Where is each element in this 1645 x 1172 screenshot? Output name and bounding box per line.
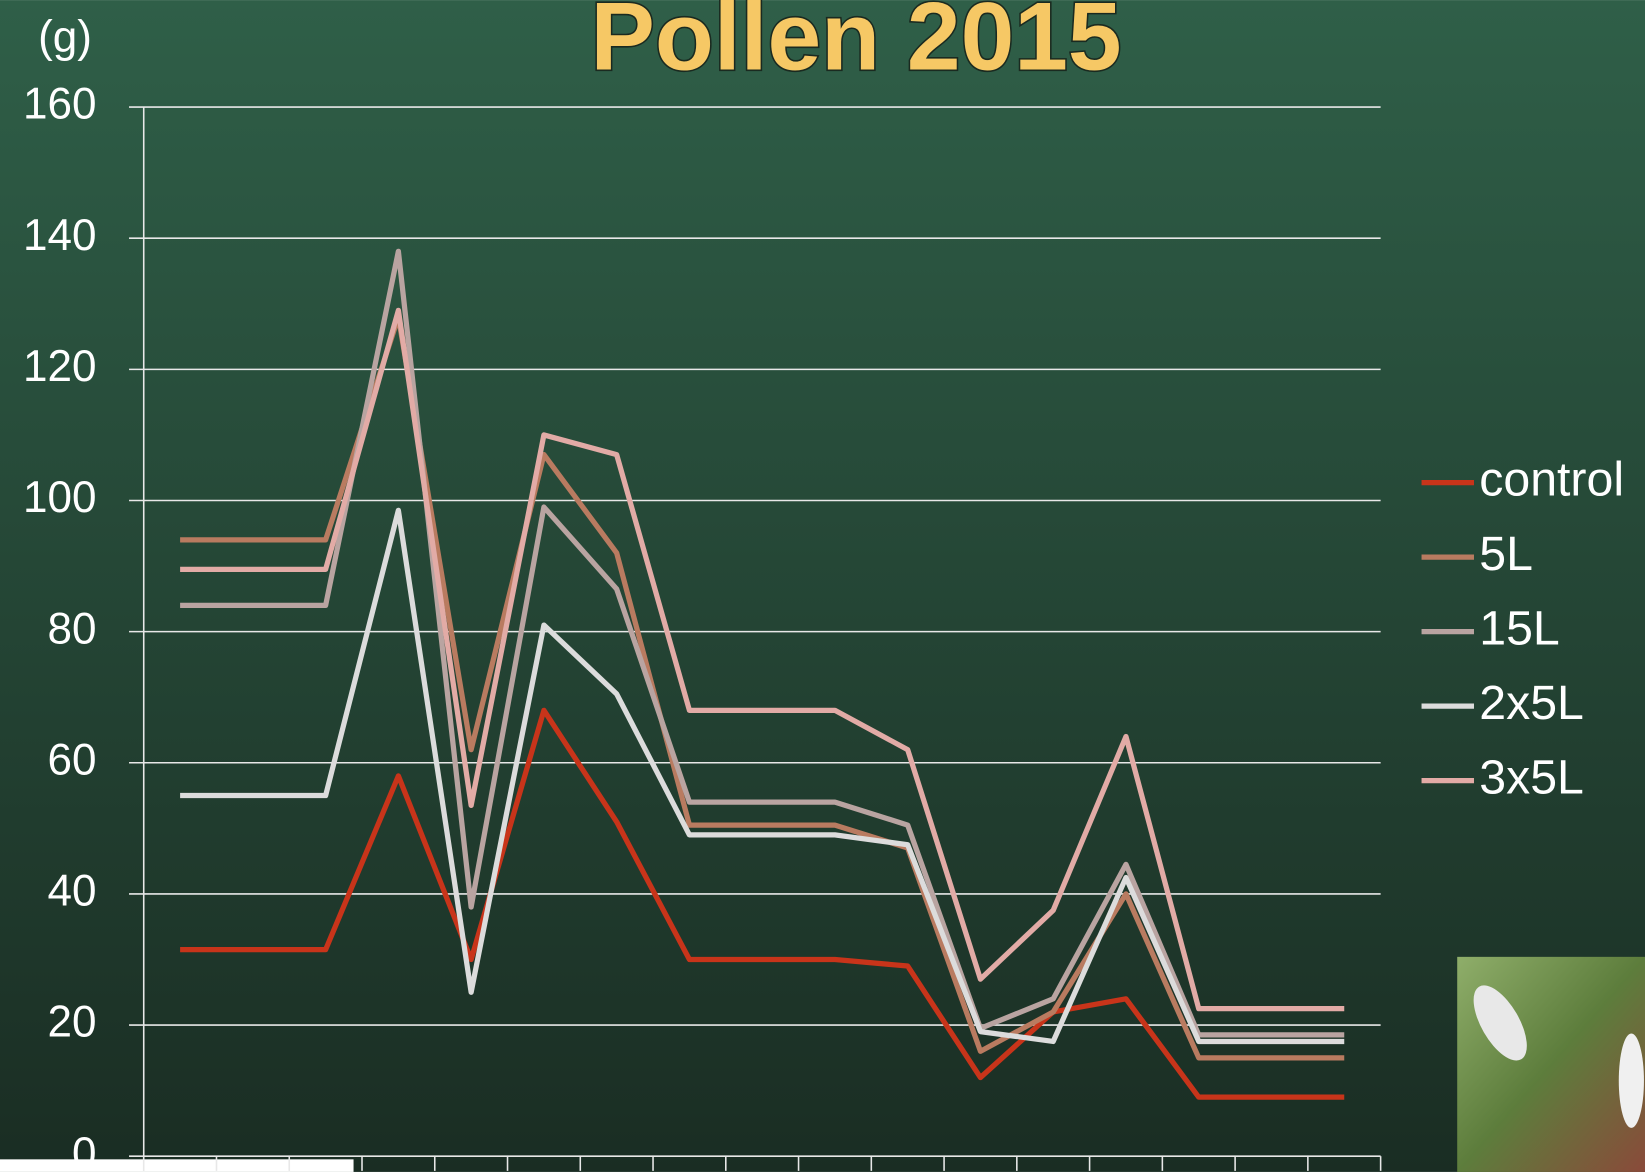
petal (1473, 985, 1527, 1061)
y-tick-label: 0 (72, 1129, 97, 1172)
series-line (180, 707, 1345, 1100)
y-tick-label: 160 (23, 80, 97, 129)
petal (1618, 1033, 1644, 1128)
y-tick-label: 120 (23, 342, 97, 391)
series-line (180, 307, 1345, 1012)
y-tick-label: 40 (48, 867, 97, 916)
series-line (180, 507, 1345, 1045)
legend-label: 15L (1479, 601, 1560, 655)
white-strip (0, 1159, 354, 1172)
series-line (180, 248, 1345, 1038)
y-tick-label: 20 (48, 998, 97, 1047)
legend-label: 5L (1479, 527, 1533, 581)
y-tick-label: 100 (23, 473, 97, 522)
y-axis-label: (g) (38, 13, 92, 62)
y-tick-label: 80 (48, 604, 97, 653)
y-tick-label: 60 (48, 735, 97, 784)
legend-label: 2x5L (1479, 676, 1584, 730)
y-tick-label: 140 (23, 211, 97, 260)
chart-title: Pollen 2015 (591, 0, 1122, 91)
legend-label: 3x5L (1479, 750, 1584, 804)
legend-label: control (1479, 452, 1624, 506)
